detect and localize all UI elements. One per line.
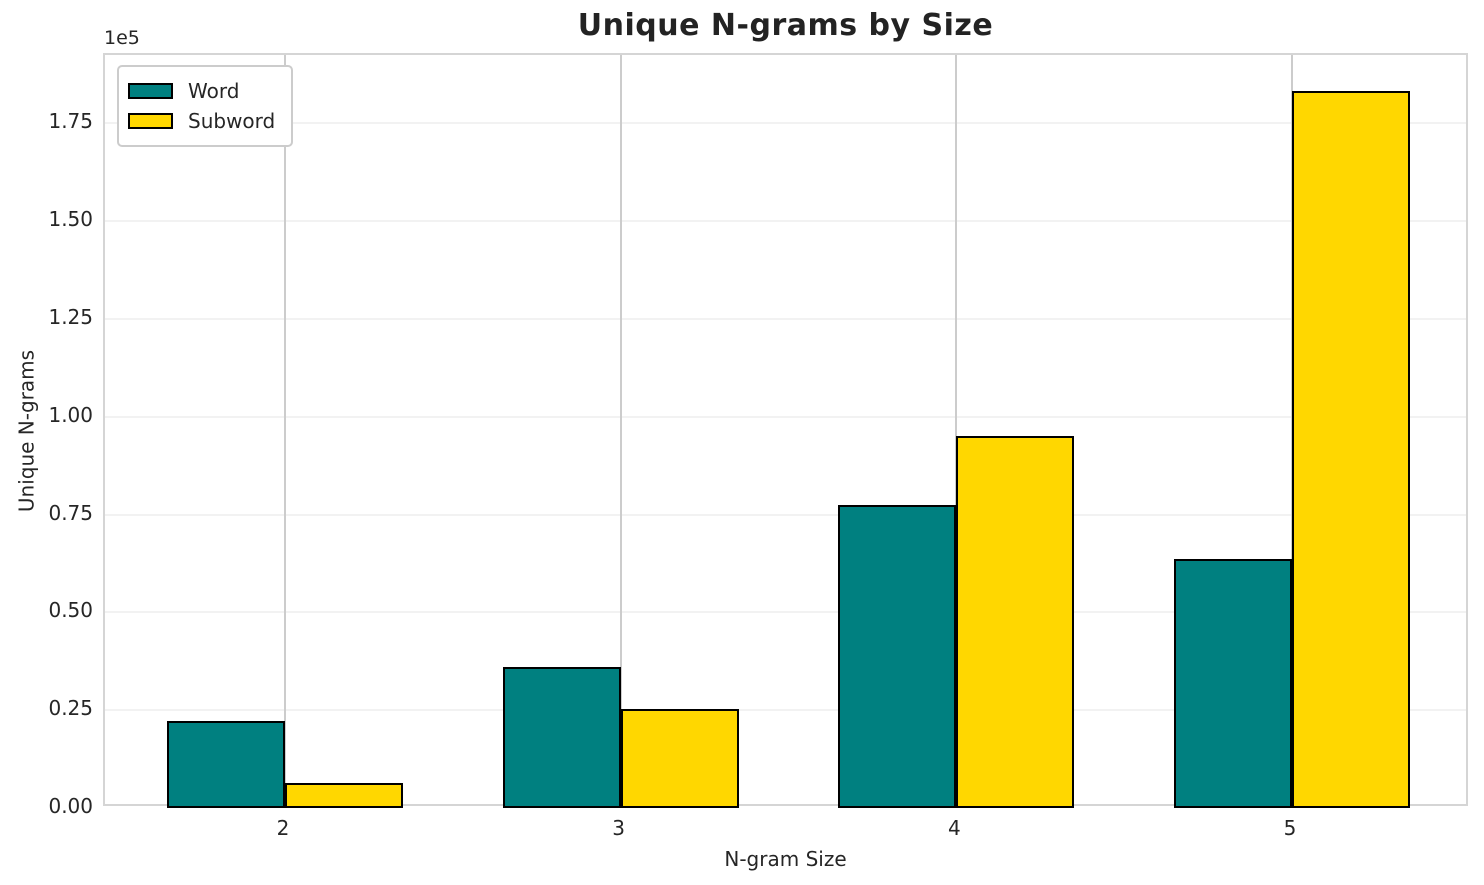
legend-item-word: Word xyxy=(128,76,275,106)
y-axis-label: Unique N-grams xyxy=(14,349,39,513)
x-tick-label: 2 xyxy=(276,816,290,840)
horizontal-gridline xyxy=(105,122,1466,125)
bar-subword-2 xyxy=(285,783,403,808)
bar-subword-3 xyxy=(621,709,739,808)
bar-subword-5 xyxy=(1292,91,1410,808)
bar-word-5 xyxy=(1174,559,1292,808)
y-tick-label: 0.00 xyxy=(48,794,93,818)
plot-area: Word Subword xyxy=(103,53,1468,808)
x-tick-label: 5 xyxy=(1283,816,1297,840)
y-tick-label: 1.00 xyxy=(48,402,93,427)
bar-word-3 xyxy=(503,667,621,808)
legend-label: Subword xyxy=(188,109,276,133)
vertical-gridline xyxy=(619,55,622,804)
horizontal-gridline xyxy=(105,318,1466,321)
x-axis-label: N-gram Size xyxy=(724,847,847,871)
horizontal-gridline xyxy=(105,709,1466,712)
y-tick-label: 0.50 xyxy=(48,598,93,623)
bar-subword-4 xyxy=(956,436,1074,808)
y-tick-label: 0.75 xyxy=(48,500,93,525)
horizontal-gridline xyxy=(105,513,1466,516)
legend-label: Word xyxy=(188,79,240,103)
bar-word-4 xyxy=(838,505,956,808)
legend-item-subword: Subword xyxy=(128,106,275,136)
legend-swatch-icon xyxy=(128,83,173,99)
x-tick-label: 4 xyxy=(947,816,961,840)
horizontal-gridline xyxy=(105,220,1466,223)
y-tick-label: 1.25 xyxy=(48,305,93,330)
legend-items: Word Subword xyxy=(128,76,275,136)
x-tick-label: 3 xyxy=(612,816,626,840)
y-tick-label: 1.75 xyxy=(48,109,93,134)
bar-word-2 xyxy=(167,721,285,808)
legend: Word Subword xyxy=(117,65,294,147)
vertical-gridline xyxy=(284,55,286,804)
y-tick-label: 1.50 xyxy=(48,207,93,232)
legend-swatch-icon xyxy=(128,113,173,129)
y-tick-label: 0.25 xyxy=(48,696,93,721)
horizontal-gridline xyxy=(105,415,1466,418)
horizontal-gridline xyxy=(105,611,1466,614)
y-axis-offset-label: 1e5 xyxy=(104,27,140,49)
vertical-gridline xyxy=(955,55,958,804)
chart-title: Unique N-grams by Size xyxy=(577,8,994,43)
